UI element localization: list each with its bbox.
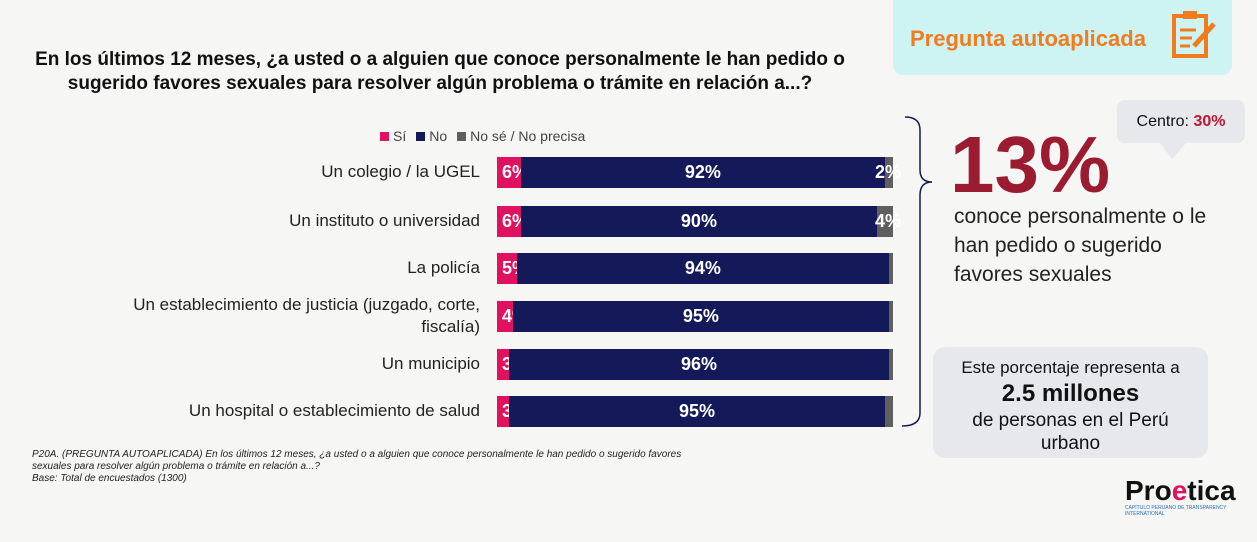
legend-swatch: [457, 131, 467, 141]
footnote-line: sexuales para resolver algún problema o …: [32, 461, 320, 472]
bar-segment-no-sabe: [889, 253, 893, 284]
bar-row: 5% 94%: [497, 253, 893, 284]
bar-segment-no-sabe: [889, 301, 893, 332]
stat-line1: Este porcentaje representa a: [961, 358, 1180, 377]
legend-swatch: [416, 131, 426, 141]
bar-segment-no: 94%: [516, 253, 890, 284]
stat-line2: de personas en el Perú urbano: [972, 410, 1169, 454]
bar-row: 6% 90% 4%: [497, 206, 901, 237]
category-label: Un colegio / la UGEL: [321, 162, 480, 181]
footnote-line: P20A. (PREGUNTA AUTOAPLICADA) En los últ…: [32, 449, 682, 460]
stat-value: 2.5 millones: [1001, 380, 1140, 407]
legend: Sí No No sé / No precisa: [380, 128, 585, 144]
data-label: 92%: [684, 162, 721, 182]
summary-value: 13%: [950, 120, 1111, 209]
category-label: Un instituto o universidad: [289, 211, 480, 230]
data-label: 95%: [678, 401, 715, 421]
legend-item: No sé / No precisa: [457, 128, 585, 144]
bar-segment-si: 6%: [497, 206, 528, 237]
category-label: Un hospital o establecimiento de salud: [188, 401, 480, 420]
bar-segment-no-sabe: [889, 349, 893, 380]
data-label: 4%: [874, 211, 901, 231]
chart-title: En los últimos 12 meses, ¿a usted o a al…: [35, 49, 845, 94]
bar-row: 4% 95%: [497, 301, 893, 332]
bar-segment-si: 5%: [497, 253, 528, 284]
summary-text: conoce personalmente o le han pedido o s…: [954, 205, 1207, 286]
centro-value: 30%: [1193, 112, 1226, 130]
bar-segment-no-sabe: [885, 396, 893, 427]
bar-segment-no: 92%: [520, 157, 886, 188]
data-label: 2%: [874, 162, 901, 182]
bar-segment-no: 95%: [512, 301, 890, 332]
callout-tail: [1160, 143, 1186, 159]
legend-label: No sé / No precisa: [470, 128, 586, 144]
footnote: P20A. (PREGUNTA AUTOAPLICADA) En los últ…: [32, 449, 681, 485]
clipboard-edit-icon: [1172, 11, 1216, 58]
bar-segment-si: 6%: [497, 157, 528, 188]
footnote-base: Base: Total de encuestados (1300): [32, 473, 187, 484]
legend-label: Sí: [393, 128, 407, 144]
badge-label: Pregunta autoaplicada: [910, 26, 1146, 51]
bar-row: 3% 95%: [497, 396, 893, 427]
bar-segment-no: 95%: [508, 396, 886, 427]
bar-segment-si: 4%: [497, 301, 528, 332]
centro-callout: Centro: 30%: [1117, 100, 1245, 143]
legend-swatch: [380, 131, 389, 141]
data-label: 90%: [680, 211, 717, 231]
legend-item: No: [416, 128, 447, 144]
population-stat: Este porcentaje representa a 2.5 millone…: [933, 347, 1208, 458]
legend-label: No: [429, 128, 448, 144]
legend-item: Sí: [380, 128, 406, 144]
centro-label: Centro:: [1136, 112, 1189, 130]
data-label: 94%: [684, 258, 721, 278]
category-label: Un municipio: [381, 354, 480, 373]
proetica-logo: Proetica CAPÍTULO PERUANO DE TRANSPARENC…: [1125, 475, 1236, 517]
bar-segment-no: 96%: [508, 349, 890, 380]
bar-segment-no: 90%: [520, 206, 878, 237]
data-label: 96%: [680, 354, 717, 374]
category-label: La policía: [407, 258, 480, 277]
category-label: Un establecimiento de justicia (juzgado,…: [133, 295, 480, 336]
bar-segment-no-sabe: 4%: [875, 206, 901, 237]
bracket: [901, 116, 933, 427]
bar-row: 3% 96%: [497, 349, 893, 380]
bar-segment-si: 3%: [497, 349, 528, 380]
bar-segment-no-sabe: 2%: [875, 157, 901, 188]
bar-row: 6% 92% 2%: [497, 157, 901, 188]
bar-segment-si: 3%: [497, 396, 528, 427]
data-label: 95%: [682, 306, 719, 326]
